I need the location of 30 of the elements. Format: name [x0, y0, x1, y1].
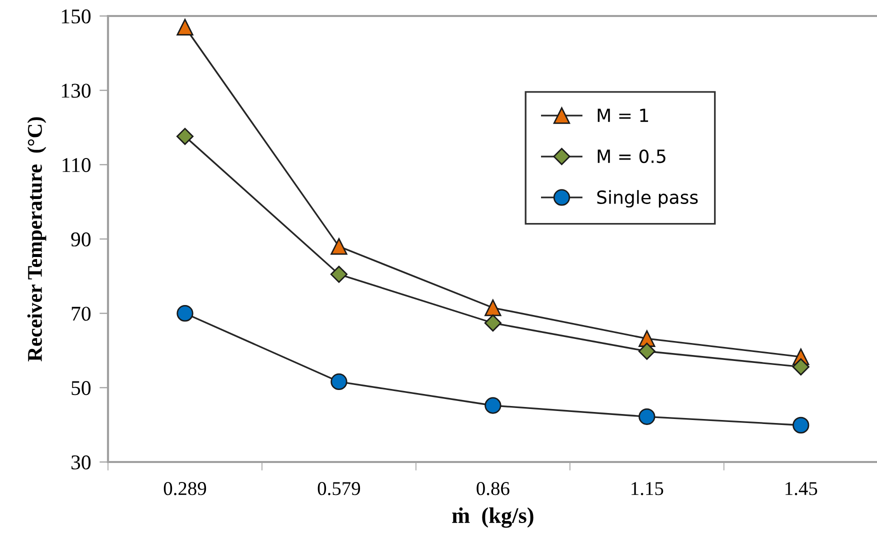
- point: [638, 408, 656, 425]
- x-tick-label: 1.15: [632, 482, 664, 496]
- y-axis-title: Receiver Temperature (°C): [27, 117, 46, 362]
- y-tick-label: 50: [72, 381, 91, 396]
- point: [638, 342, 656, 360]
- y-tick-label: 150: [62, 9, 91, 24]
- x-tick-label: 0.579: [318, 482, 360, 496]
- legend-label: M = 0.5: [598, 149, 666, 164]
- point: [484, 299, 502, 316]
- point: [484, 314, 502, 332]
- point: [330, 266, 348, 283]
- y-tick-label: 110: [62, 158, 91, 172]
- legend-label: Single pass: [597, 190, 698, 208]
- point: [330, 373, 348, 390]
- point: [176, 305, 194, 322]
- legend-label: M = 1: [598, 108, 648, 122]
- x-axis-title: ṁ (kg/s): [452, 507, 534, 528]
- x-tick-label: 1.45: [786, 482, 818, 496]
- y-tick-label: 70: [72, 306, 91, 321]
- point: [792, 358, 810, 376]
- x-tick-label: 0.289: [164, 482, 206, 496]
- point: [484, 397, 502, 414]
- point: [792, 416, 810, 434]
- y-tick-label: 90: [71, 232, 91, 246]
- point: [330, 238, 348, 255]
- y-tick-label: 30: [71, 455, 91, 470]
- y-tick-label: 130: [62, 84, 91, 98]
- point: [176, 128, 194, 145]
- x-tick-label: 0.86: [476, 482, 510, 496]
- point: [176, 18, 194, 36]
